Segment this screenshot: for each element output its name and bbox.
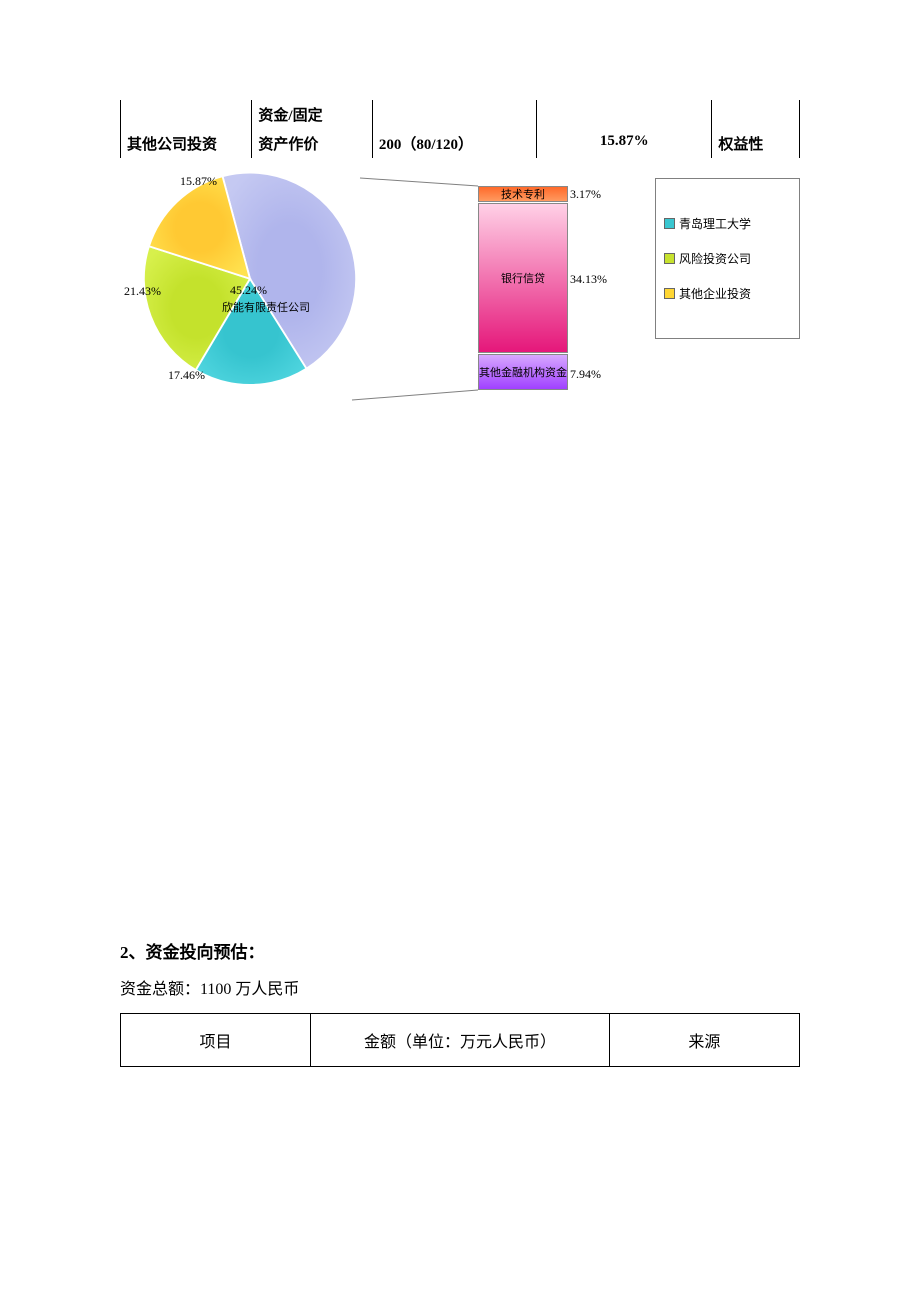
allocation-table: 项目 金额（单位：万元人民币） 来源 (120, 1013, 800, 1067)
cell-r2c1: 其他公司投资 (121, 129, 252, 158)
pie-slice-label-1: 17.46% (168, 368, 205, 383)
cell-r1c3 (372, 100, 536, 129)
bar-of-pie-stack: 技术专利银行信贷其他金融机构资金 (478, 186, 568, 391)
legend-swatch-2 (664, 288, 675, 299)
cell-r1c1 (121, 100, 252, 129)
col-amount: 金额（单位：万元人民币） (311, 1014, 610, 1067)
cell-r1c5 (712, 100, 800, 129)
legend-item-1: 风险投资公司 (664, 250, 791, 267)
funding-chart: 45.24%欣能有限责任公司 17.46% 21.43% 15.87% 技术专利银行信… (120, 168, 800, 458)
legend-swatch-0 (664, 218, 675, 229)
cell-r1c2: 资金/固定 (252, 100, 372, 129)
bar-seg-pct-2: 7.94% (570, 367, 601, 382)
legend-item-2: 其他企业投资 (664, 285, 791, 302)
pie-slice-label-0: 45.24% (230, 283, 267, 298)
pie-slice-label-3: 15.87% (180, 174, 217, 189)
top-partial-table: 资金/固定 其他公司投资 资产作价 200（80/120） 15.87% 权益性 (120, 100, 800, 158)
cell-r2c2: 资产作价 (252, 129, 372, 158)
legend-label-1: 风险投资公司 (679, 250, 751, 267)
section-2-subtitle: 资金总额：1100 万人民币 (120, 975, 800, 999)
section-2: 2、资金投向预估： 资金总额：1100 万人民币 项目 金额（单位：万元人民币）… (120, 938, 800, 1067)
bar-seg-label-2: 其他金融机构资金 (479, 364, 567, 380)
bar-seg-1: 银行信贷 (478, 203, 568, 353)
pie-slice-label-2: 21.43% (124, 284, 161, 299)
chart-legend: 青岛理工大学风险投资公司其他企业投资 (655, 178, 800, 339)
cell-r2c3: 200（80/120） (372, 129, 536, 158)
legend-label-2: 其他企业投资 (679, 285, 751, 302)
cell-r2c5: 权益性 (712, 129, 800, 158)
legend-swatch-1 (664, 253, 675, 264)
legend-label-0: 青岛理工大学 (679, 215, 751, 232)
col-project: 项目 (121, 1014, 311, 1067)
section-2-title: 2、资金投向预估： (120, 938, 800, 963)
bar-seg-2: 其他金融机构资金 (478, 354, 568, 390)
pie-slice-sublabel-0: 欣能有限责任公司 (222, 299, 310, 315)
bar-seg-pct-1: 34.13% (570, 272, 607, 287)
bar-seg-label-1: 银行信贷 (501, 270, 545, 286)
cell-r2c4: 15.87% (537, 129, 712, 158)
bar-seg-0: 技术专利 (478, 186, 568, 202)
legend-item-0: 青岛理工大学 (664, 215, 791, 232)
bar-seg-pct-0: 3.17% (570, 187, 601, 202)
col-source: 来源 (609, 1014, 799, 1067)
bar-seg-label-0: 技术专利 (501, 186, 545, 202)
cell-r1c4 (537, 100, 712, 129)
